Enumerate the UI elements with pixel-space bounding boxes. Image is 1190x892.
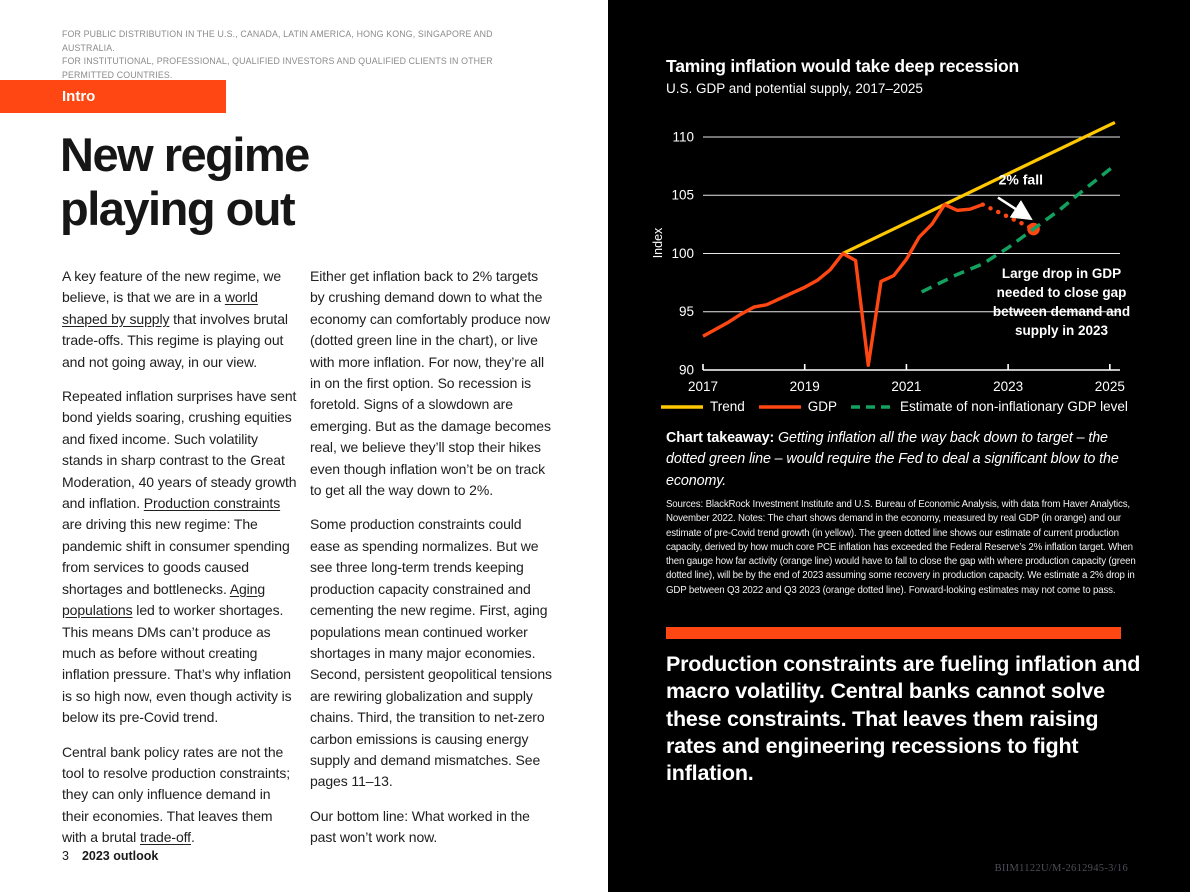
- paragraph: Central bank policy rates are not the to…: [62, 742, 298, 849]
- text-run: that involves brutal trade-offs. This re…: [62, 310, 288, 370]
- disclaimer-line-1: FOR PUBLIC DISTRIBUTION IN THE U.S., CAN…: [62, 29, 493, 53]
- paragraph: Repeated inflation surprises have sent b…: [62, 386, 298, 729]
- annotation-arrow: [997, 196, 1033, 221]
- text-run: are driving this new regime: The pandemi…: [62, 516, 290, 597]
- report-name: 2023 outlook: [81, 849, 159, 863]
- legend-label: Trend: [710, 399, 745, 414]
- gdp-line: [702, 202, 984, 368]
- legend-label: GDP: [807, 399, 838, 414]
- y-axis-title: Index: [651, 227, 665, 258]
- text-run: led to worker shortages. This means DMs …: [62, 602, 292, 726]
- legend-swatch-trend: [661, 404, 703, 409]
- legend-item: Estimate of non-inflationary GDP level: [850, 399, 1128, 414]
- section-tab-intro: Intro: [0, 80, 226, 113]
- legend-item: Trend: [660, 399, 745, 414]
- disclaimer-line-2: FOR INSTITUTIONAL, PROFESSIONAL, QUALIFI…: [62, 56, 493, 80]
- page-number: 3: [62, 849, 69, 863]
- annotation-large-drop: Large drop in GDP needed to close gap betw…: [993, 266, 1130, 338]
- chart-legend: Trend GDP Estimate of non-inflationary GDP…: [660, 399, 1141, 414]
- text-run: Our bottom line: What worked in the past…: [310, 807, 530, 846]
- gdp-forecast-orange-dotted--line: [980, 202, 1036, 232]
- text-run: Central bank policy rates are not the to…: [62, 743, 291, 846]
- inline-link[interactable]: Aging populations: [62, 580, 266, 619]
- divider-bar: [666, 627, 1121, 639]
- x-axis-tick-label: 2017: [688, 379, 718, 394]
- chart-sources-notes: Sources: BlackRock Investment Institute …: [666, 499, 1136, 596]
- chart-subtitle: U.S. GDP and potential supply, 2017–2025: [666, 81, 923, 96]
- section-tab-label: Intro: [62, 88, 96, 105]
- chart-takeaway-text: Getting inflation all the way back down …: [666, 430, 1119, 489]
- x-axis-tick-label: 2021: [891, 379, 921, 394]
- text-run: Some production constraints could ease a…: [310, 516, 552, 790]
- y-axis-tick-label: 90: [679, 363, 694, 378]
- chart-takeaway-label: Chart takeaway:: [666, 430, 775, 446]
- text-run: Repeated inflation surprises have sent b…: [62, 388, 297, 512]
- text-run: A key feature of the new regime, we beli…: [62, 268, 282, 306]
- paragraph: Either get inflation back to 2% targets …: [310, 266, 554, 501]
- paragraph: Our bottom line: What worked in the past…: [310, 806, 554, 849]
- annotation-2pct-fall: 2% fall: [999, 172, 1043, 188]
- chart-takeaway: Chart takeaway: Getting inflation all th…: [666, 428, 1144, 492]
- paragraph: Some production constraints could ease a…: [310, 514, 554, 792]
- page-footer: 3 2023 outlook: [62, 849, 158, 863]
- paragraph: A key feature of the new regime, we beli…: [62, 266, 298, 373]
- legend-swatch-estimate-of-non-inflationary-gdp-level: [851, 404, 894, 409]
- chart-title: Taming inflation would take deep recessi…: [666, 56, 1020, 76]
- text-run: Either get inflation back to 2% targets …: [310, 268, 551, 499]
- page-title-line-1: New regime: [60, 128, 310, 181]
- x-axis-tick-label: 2023: [993, 379, 1023, 394]
- document-code: BIIM1122U/M-2612945-3/16: [994, 863, 1128, 874]
- y-axis-tick-label: 95: [679, 304, 694, 319]
- gdp-chart-area: 90 95 100 105 110 2017 2019 2021 2023 2025 Index 2%…: [650, 104, 1130, 400]
- inline-link[interactable]: trade-off: [139, 829, 191, 846]
- legend-label: Estimate of non-inflationary GDP level: [900, 399, 1128, 414]
- y-axis-tick-label: 105: [671, 188, 694, 203]
- y-axis-tick-label: 100: [671, 246, 694, 261]
- page-title-line-2: playing out: [60, 181, 296, 235]
- page-title: New regime playing out: [60, 128, 540, 235]
- right-panel: Taming inflation would take deep recessi…: [608, 0, 1190, 892]
- pull-quote: Production constraints are fueling infla…: [666, 652, 1141, 786]
- legend-swatch-gdp: [758, 404, 801, 409]
- article-column-2: Either get inflation back to 2% targets …: [310, 266, 554, 862]
- article-body: A key feature of the new regime, we beli…: [62, 266, 554, 862]
- inline-link[interactable]: Production constraints: [143, 495, 281, 512]
- x-axis-tick-label: 2025: [1095, 379, 1125, 394]
- text-run: .: [190, 829, 195, 846]
- legend-item: GDP: [758, 399, 837, 414]
- gdp-chart: 90 95 100 105 110 2017 2019 2021 2023 2025 Index 2%…: [651, 120, 1130, 394]
- inline-link[interactable]: world shaped by supply: [62, 289, 258, 327]
- left-panel: FOR PUBLIC DISTRIBUTION IN THE U.S., CAN…: [0, 28, 554, 863]
- distribution-disclaimer: FOR PUBLIC DISTRIBUTION IN THE U.S., CAN…: [62, 28, 542, 83]
- estimate-of-non-inflationary-gdp-level-line: [920, 165, 1114, 294]
- y-axis-tick-label: 110: [672, 129, 694, 144]
- x-axis-tick-label: 2019: [790, 379, 820, 394]
- article-column-1: A key feature of the new regime, we beli…: [62, 266, 298, 862]
- trend-line: [842, 120, 1116, 255]
